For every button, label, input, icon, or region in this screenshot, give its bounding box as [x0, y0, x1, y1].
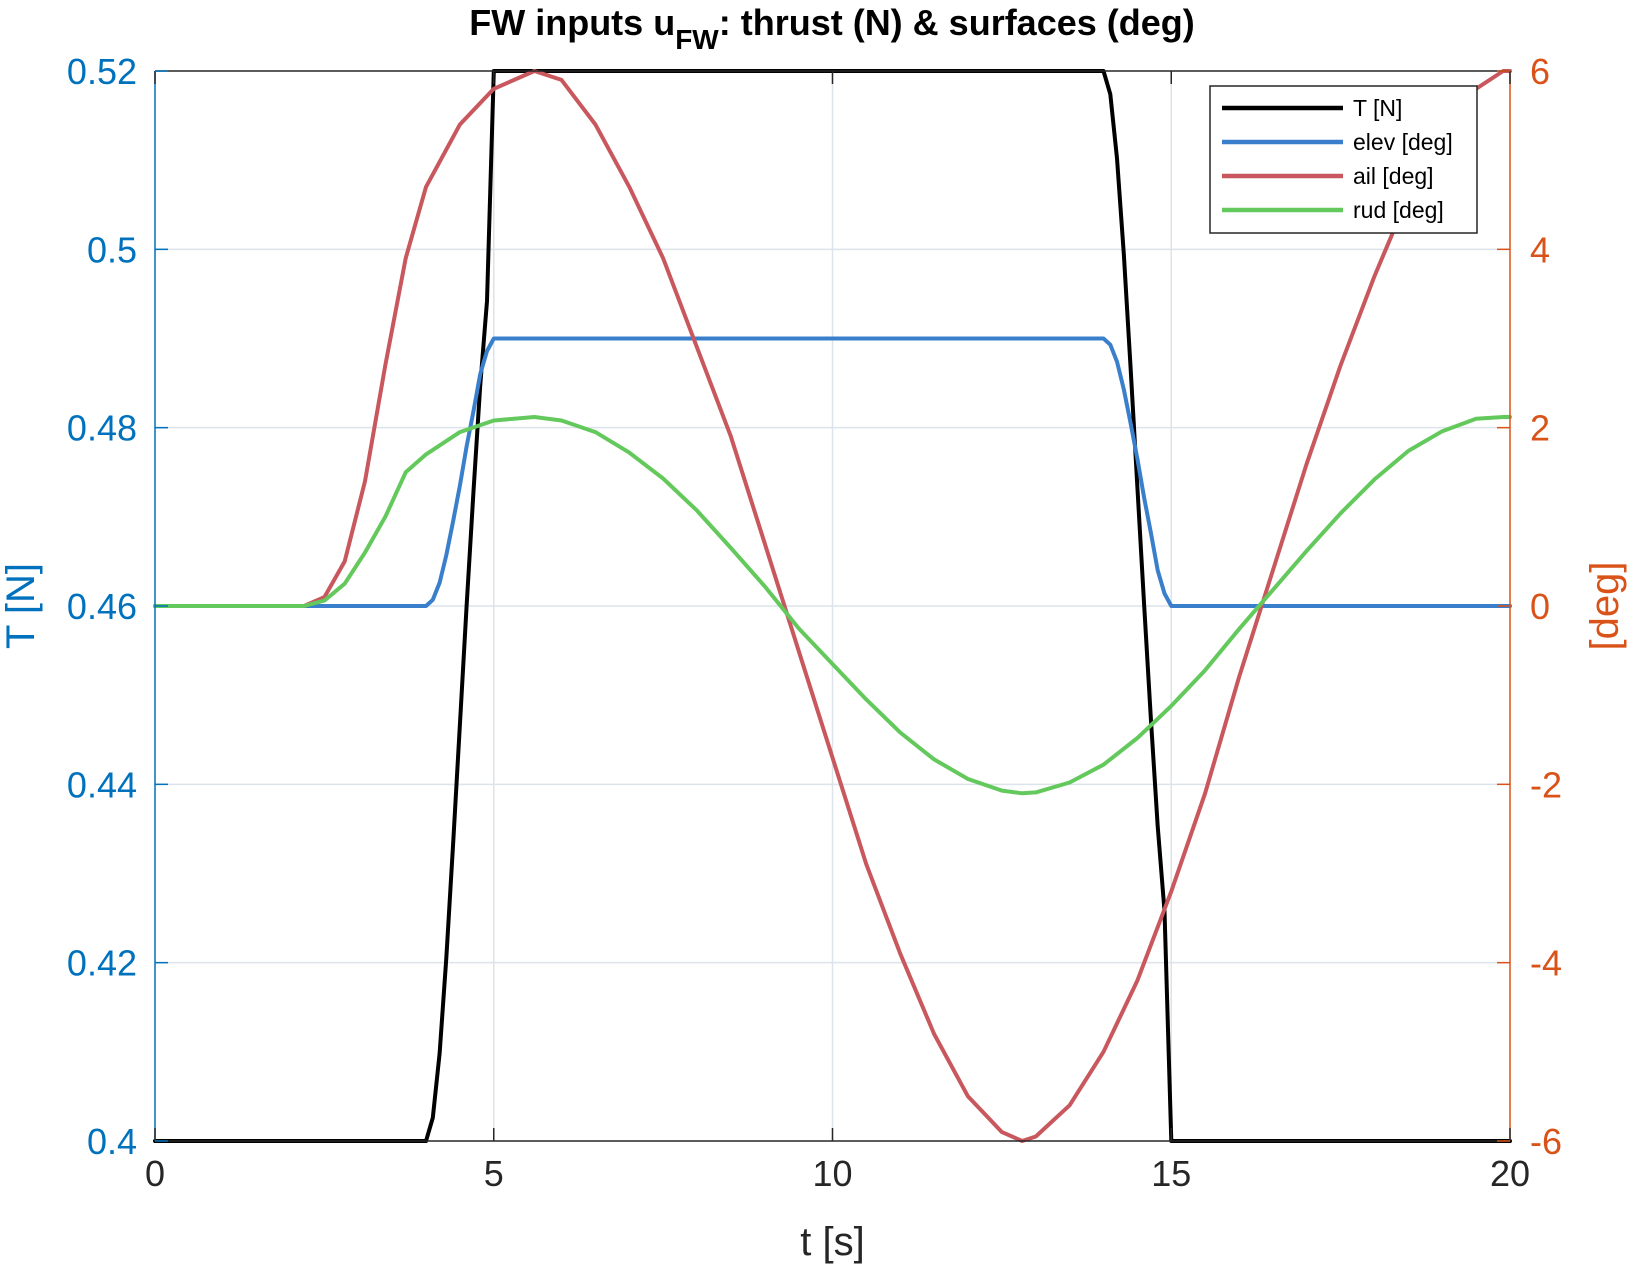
y-right-tick-label: 2 — [1530, 408, 1550, 449]
y-right-tick-label: 0 — [1530, 586, 1550, 627]
x-tick-label: 10 — [812, 1153, 852, 1194]
legend: T [N] elev [deg] ail [deg] rud [deg] — [1209, 85, 1478, 234]
legend-label-elev: elev [deg] — [1353, 129, 1453, 155]
chart-title-subscript: FW — [675, 24, 719, 55]
axes — [154, 70, 1511, 1142]
y-right-tick-label: -2 — [1530, 764, 1562, 805]
y-left-tick-label: 0.44 — [67, 764, 137, 805]
y-left-tick-label: 0.46 — [67, 586, 137, 627]
y-right-tick-label: 6 — [1530, 51, 1550, 92]
x-tick-label: 0 — [145, 1153, 165, 1194]
chart-title: FW inputs uFW: thrust (N) & surfaces (de… — [469, 2, 1195, 55]
legend-label-ail: ail [deg] — [1353, 163, 1434, 189]
x-axis-label: t [s] — [800, 1220, 864, 1264]
y-right-tick-label: -6 — [1530, 1121, 1562, 1162]
legend-label-t: T [N] — [1353, 95, 1402, 121]
tick-labels: 0 5 10 15 200.40.420.440.460.480.50.52-6-4-2… — [67, 51, 1562, 1194]
series-line-rud — [153, 415, 1512, 796]
legend-label-rud: rud [deg] — [1353, 197, 1444, 223]
y-left-tick-label: 0.5 — [87, 229, 137, 270]
y-left-tick-label: 0.52 — [67, 51, 137, 92]
x-tick-label: 5 — [484, 1153, 504, 1194]
y-left-tick-label: 0.48 — [67, 408, 137, 449]
chart-title-main: FW inputs u — [469, 2, 675, 43]
series-line-ail — [153, 69, 1512, 1143]
y-axis-label-right: [deg] — [1583, 562, 1627, 651]
y-left-tick-label: 0.42 — [67, 943, 137, 984]
y-left-tick-label: 0.4 — [87, 1121, 137, 1162]
x-tick-label: 20 — [1490, 1153, 1530, 1194]
chart-title-rest: : thrust (N) & surfaces (deg) — [719, 2, 1195, 43]
y-axis-label-left: T [N] — [0, 563, 43, 649]
series-line-elev — [153, 336, 1512, 608]
x-tick-label: 15 — [1151, 1153, 1191, 1194]
y-right-tick-label: -4 — [1530, 943, 1562, 984]
y-right-tick-label: 4 — [1530, 229, 1550, 270]
